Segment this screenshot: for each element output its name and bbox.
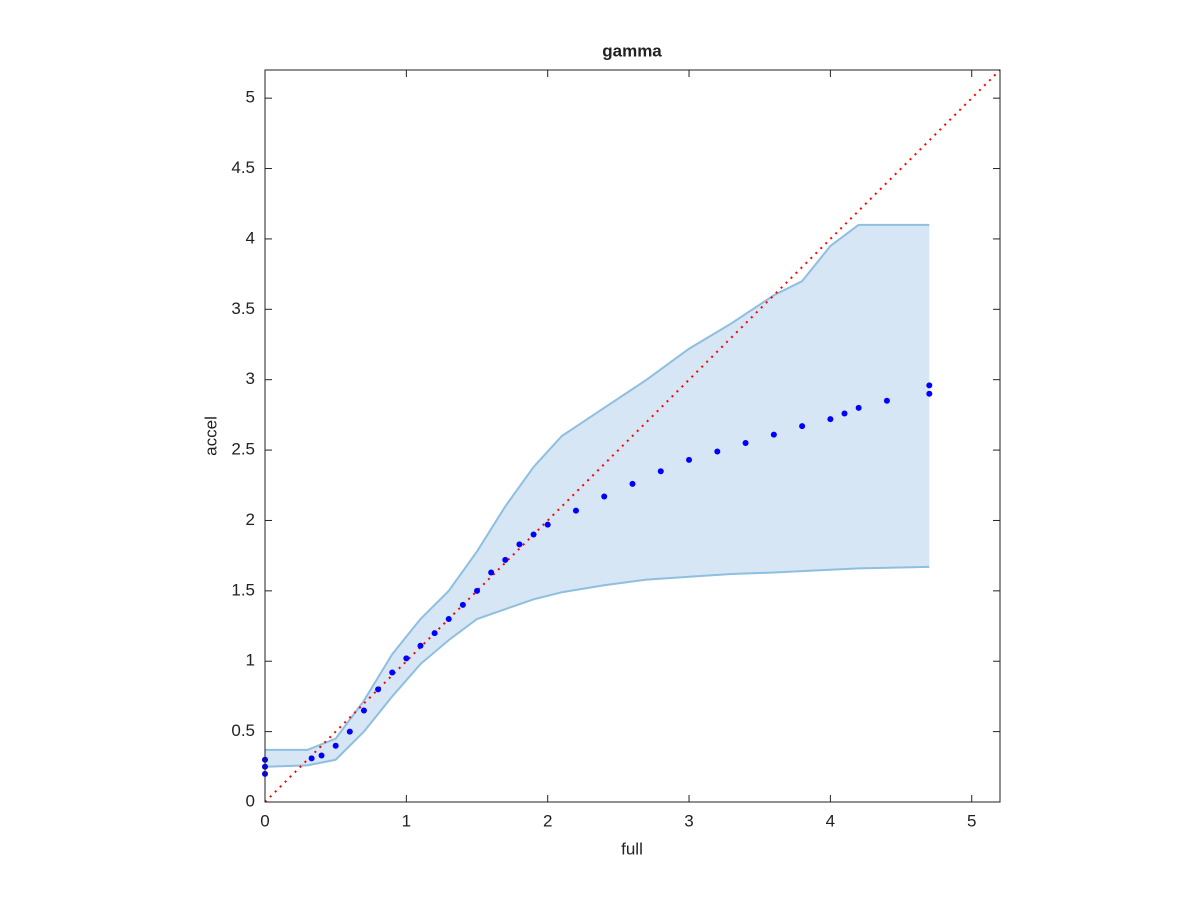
data-point [799, 423, 806, 430]
data-point [459, 601, 466, 608]
data-point [308, 755, 315, 762]
y-tick-label: 0 [246, 791, 255, 810]
data-point [926, 390, 933, 397]
x-tick-label: 3 [684, 811, 693, 830]
y-tick-label: 1.5 [231, 580, 255, 599]
y-tick-label: 4 [246, 228, 255, 247]
data-point [855, 404, 862, 411]
data-point [375, 686, 382, 693]
y-tick-label: 0.5 [231, 721, 255, 740]
y-tick-label: 2.5 [231, 440, 255, 459]
data-point [657, 468, 664, 475]
data-point [488, 569, 495, 576]
y-axis-label: accel [201, 416, 220, 456]
data-point [629, 480, 636, 487]
y-tick-label: 5 [246, 88, 255, 107]
y-tick-label: 3 [246, 369, 255, 388]
y-tick-label: 2 [246, 510, 255, 529]
data-point [332, 742, 339, 749]
y-tick-label: 4.5 [231, 158, 255, 177]
data-point [544, 521, 551, 528]
data-point [686, 456, 693, 463]
data-point [827, 416, 834, 423]
data-point [417, 642, 424, 649]
data-point [346, 728, 353, 735]
band-lower-edge [264, 565, 930, 768]
plot-frame [264, 69, 1001, 803]
data-point [516, 541, 523, 548]
y-tick-label: 1 [246, 651, 255, 670]
data-point [742, 440, 749, 447]
data-point [502, 556, 509, 563]
data-point [403, 655, 410, 662]
x-axis-label: full [621, 839, 643, 858]
data-point [926, 382, 933, 389]
band-upper-edge [265, 223, 930, 751]
x-tick-label: 4 [826, 811, 835, 830]
data-point [360, 707, 367, 714]
data-point [841, 410, 848, 417]
data-point [714, 448, 721, 455]
reference-line [264, 69, 1001, 803]
chart-title: gamma [602, 41, 662, 60]
x-tick-label: 5 [967, 811, 976, 830]
data-point [318, 752, 325, 759]
confidence-band [265, 224, 930, 767]
data-point [530, 531, 537, 538]
data-point [883, 397, 890, 404]
data-point [572, 507, 579, 514]
data-point [431, 630, 438, 637]
data-point [389, 669, 396, 676]
x-tick-label: 2 [543, 811, 552, 830]
data-point [601, 493, 608, 500]
data-point [445, 616, 452, 622]
data-point [474, 587, 481, 594]
x-tick-label: 1 [402, 811, 411, 830]
x-tick-label: 0 [260, 811, 269, 830]
data-point [770, 431, 777, 438]
y-tick-label: 3.5 [231, 299, 255, 318]
